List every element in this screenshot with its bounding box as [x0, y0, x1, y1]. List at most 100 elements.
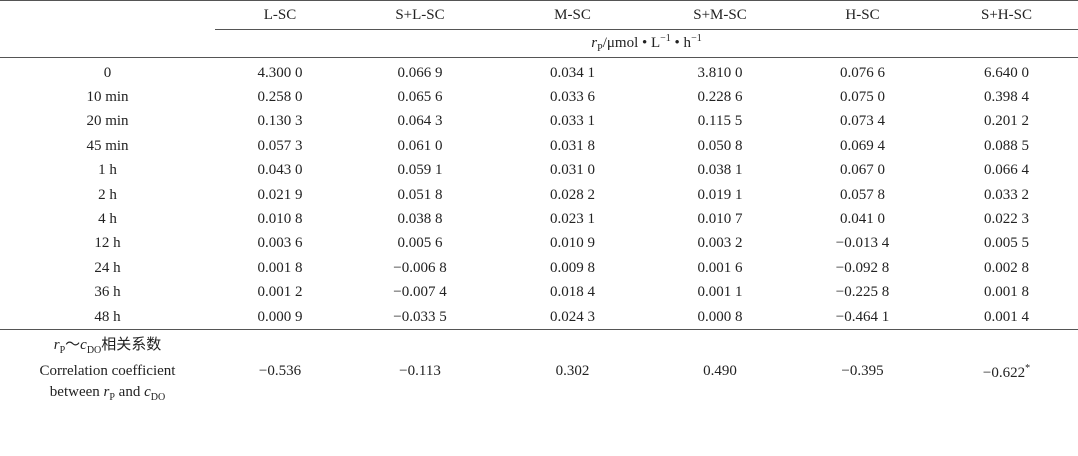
data-row: 1 h 0.043 0 0.059 1 0.031 0 0.038 1 0.067 0 0.…	[0, 159, 1078, 183]
label-line: rP～cDO相关系数	[0, 335, 215, 361]
cell: 0.057 3	[257, 137, 303, 154]
unit-text: • h	[670, 35, 692, 51]
label-text: between	[49, 383, 104, 400]
label-line: Correlation coefficient	[39, 362, 176, 379]
cell: 0.228 6	[697, 89, 743, 106]
cell: 0.066 9	[397, 64, 443, 81]
subscript: P	[109, 391, 115, 403]
cell: 0.067 0	[840, 162, 885, 179]
cell: 0.033 2	[984, 186, 1029, 203]
data-row: 0 4.300 0 0.066 9 0.034 1 3.810 0 0.076 6 6.64…	[0, 58, 1078, 86]
cell: 0.034 1	[550, 64, 595, 81]
column-header: H-SC	[790, 0, 935, 30]
correlation-cell: −0.113	[345, 329, 495, 413]
cell: 0.001 6	[697, 259, 743, 276]
correlation-body: rP～cDO相关系数 Correlation coefficient betwe…	[0, 329, 1078, 413]
cell: 0.057 8	[840, 186, 885, 203]
data-row: 2 h 0.021 9 0.051 8 0.028 2 0.019 1 0.057 8 0.…	[0, 183, 1078, 207]
cell: 0.024 3	[550, 308, 595, 325]
row-label: 24 h	[94, 259, 121, 276]
cell: 0.031 8	[550, 137, 595, 154]
cell: 0.038 1	[697, 162, 743, 179]
cell: 0.001 1	[697, 284, 743, 301]
table-body: 0 4.300 0 0.066 9 0.034 1 3.810 0 0.076 6 6.64…	[0, 58, 1078, 330]
cell: 0.073 4	[840, 113, 885, 130]
cell: 0.258 0	[257, 89, 303, 106]
column-header: L-SC	[215, 0, 345, 30]
cell: 0.088 5	[984, 137, 1029, 154]
correlation-label: rP～cDO相关系数 Correlation coefficient betwe…	[0, 329, 215, 413]
symbol: ～	[65, 336, 81, 353]
cell: 0.033 1	[550, 113, 595, 130]
cell: 0.005 6	[397, 235, 443, 252]
cell: 0.021 9	[257, 186, 303, 203]
cell: 0.010 8	[257, 211, 303, 228]
data-row: 20 min 0.130 3 0.064 3 0.033 1 0.115 5 0.073 …	[0, 110, 1078, 134]
symbol: c	[144, 383, 151, 400]
row-label: 48 h	[94, 308, 121, 325]
cell: 0.009 8	[550, 259, 595, 276]
symbol: c	[80, 336, 87, 353]
data-row: 36 h 0.001 2 −0.007 4 0.018 4 0.001 1 −0.225 …	[0, 281, 1078, 305]
label-text: and	[114, 383, 145, 400]
column-header: M-SC	[495, 0, 650, 30]
correlation-cell: −0.395	[790, 329, 935, 413]
unit-subscript: P	[597, 43, 603, 54]
column-header: S+M-SC	[650, 0, 790, 30]
cell: 0.001 8	[257, 259, 303, 276]
corner-cell	[0, 0, 215, 30]
cell: 0.064 3	[397, 113, 443, 130]
subscript: DO	[86, 344, 102, 356]
row-label: 45 min	[86, 137, 129, 154]
correlation-row: rP～cDO相关系数 Correlation coefficient betwe…	[0, 329, 1078, 413]
symbol: r	[103, 383, 110, 400]
significance-mark: *	[1025, 363, 1031, 375]
cell: 0.130 3	[257, 113, 303, 130]
symbol: r	[53, 336, 60, 353]
row-label: 12 h	[94, 235, 121, 252]
data-row: 48 h 0.000 9 −0.033 5 0.024 3 0.000 8 −0.464 …	[0, 305, 1078, 330]
cell: 0.398 4	[984, 89, 1029, 106]
cell: 0.031 0	[550, 162, 595, 179]
cell: 4.300 0	[257, 64, 303, 81]
cell-value: −0.622	[982, 365, 1026, 382]
row-label: 10 min	[86, 89, 129, 106]
correlation-cell: 0.302	[495, 329, 650, 413]
cell: 0.003 2	[697, 235, 743, 252]
data-row: 4 h 0.010 8 0.038 8 0.023 1 0.010 7 0.041 0 0.…	[0, 207, 1078, 231]
data-row: 24 h 0.001 8 −0.006 8 0.009 8 0.001 6 −0.092 …	[0, 256, 1078, 280]
correlation-cell: 0.490	[650, 329, 790, 413]
cell: 0.115 5	[697, 113, 743, 130]
cell: 0.061 0	[397, 137, 443, 154]
cell: 0.066 4	[984, 162, 1029, 179]
cell: 0.010 7	[697, 211, 743, 228]
row-label: 0	[103, 64, 112, 81]
label-text: 相关系数	[101, 336, 162, 353]
cell: 0.002 8	[984, 259, 1029, 276]
row-label: 4 h	[98, 211, 117, 228]
row-label: 20 min	[86, 113, 129, 130]
cell: 0.005 5	[984, 235, 1029, 252]
column-header: S+L-SC	[345, 0, 495, 30]
correlation-cell: −0.622*	[935, 329, 1078, 413]
cell: 0.010 9	[550, 235, 595, 252]
cell: 0.022 3	[984, 211, 1029, 228]
row-label: 36 h	[94, 284, 121, 301]
cell: −0.092 8	[835, 259, 890, 276]
cell: 0.000 9	[257, 308, 303, 325]
cell: 0.059 1	[397, 162, 443, 179]
cell: 0.065 6	[397, 89, 443, 106]
unit-row: rP/μmol • L−1 • h−1	[0, 29, 1078, 58]
corner-cell	[0, 29, 215, 58]
cell: 0.001 8	[984, 284, 1029, 301]
row-label: 1 h	[98, 162, 117, 179]
data-row: 10 min 0.258 0 0.065 6 0.033 6 0.228 6 0.075 …	[0, 85, 1078, 109]
correlation-cell: −0.536	[215, 329, 345, 413]
data-row: 12 h 0.003 6 0.005 6 0.010 9 0.003 2 −0.013 4…	[0, 232, 1078, 256]
subscript: P	[59, 344, 66, 356]
cell: 0.023 1	[550, 211, 595, 228]
cell: 0.019 1	[697, 186, 743, 203]
data-row: 45 min 0.057 3 0.061 0 0.031 8 0.050 8 0.069 …	[0, 134, 1078, 158]
header-row: L-SC S+L-SC M-SC S+M-SC H-SC S+H-SC	[0, 0, 1078, 30]
